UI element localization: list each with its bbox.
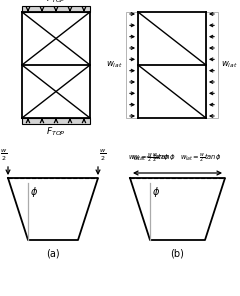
Text: $\frac{w}{2}$: $\frac{w}{2}$: [0, 148, 7, 163]
Text: (b): (b): [171, 248, 184, 258]
Bar: [206, 12, 218, 118]
Text: $w_{lat}=\frac{w}{2}tan\phi$: $w_{lat}=\frac{w}{2}tan\phi$: [128, 151, 169, 164]
Text: $F_{TOP}$: $F_{TOP}$: [46, 0, 66, 5]
Text: $w_{lat}=\frac{w}{2}tan\phi$: $w_{lat}=\frac{w}{2}tan\phi$: [132, 151, 175, 164]
Text: $\phi$: $\phi$: [30, 185, 38, 199]
Text: $\frac{w}{2}$: $\frac{w}{2}$: [99, 148, 106, 163]
Text: $\phi$: $\phi$: [152, 185, 160, 199]
Bar: [22, 118, 90, 124]
Text: $w_{lat}$: $w_{lat}$: [107, 60, 123, 70]
Text: (a): (a): [46, 248, 60, 258]
Bar: [126, 12, 138, 118]
Text: $F_{TOP}$: $F_{TOP}$: [46, 125, 66, 138]
Text: $w_{lat}$: $w_{lat}$: [221, 60, 238, 70]
Text: $w_{lat}=\frac{w}{2}tan\phi$: $w_{lat}=\frac{w}{2}tan\phi$: [180, 151, 221, 164]
Bar: [22, 6, 90, 12]
